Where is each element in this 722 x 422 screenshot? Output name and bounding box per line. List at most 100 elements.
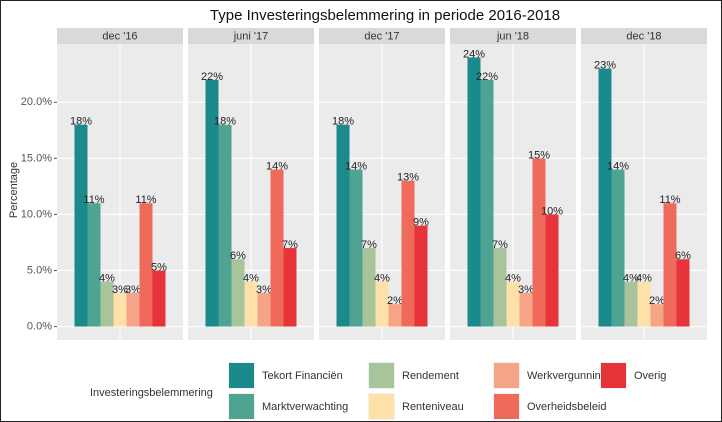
value-label: 7% <box>282 239 298 251</box>
bar <box>152 270 166 327</box>
legend-key <box>369 394 394 419</box>
value-label: 3% <box>112 284 128 296</box>
bar <box>139 203 153 327</box>
facet-label: jun '18 <box>496 30 529 42</box>
value-label: 18% <box>214 116 236 128</box>
bar <box>545 214 559 327</box>
bar <box>519 292 533 327</box>
bar <box>126 292 140 327</box>
legend-label: Overig <box>634 370 666 382</box>
strip <box>188 28 314 44</box>
bar <box>637 281 651 327</box>
bar <box>624 281 638 327</box>
bar <box>532 158 546 327</box>
value-label: 3% <box>125 284 141 296</box>
bar <box>663 203 677 327</box>
bar <box>598 68 612 327</box>
value-label: 11% <box>659 194 680 206</box>
legend-key <box>369 363 394 388</box>
y-tick-label: 0.0% <box>27 320 52 332</box>
bar <box>375 281 389 327</box>
bar <box>349 169 363 327</box>
legend-label: Overheidsbeleid <box>527 401 607 413</box>
value-label: 22% <box>476 71 498 83</box>
legend-label: Werkvergunning <box>527 370 607 382</box>
value-label: 24% <box>463 48 485 60</box>
legend-label: Renteniveau <box>402 401 464 413</box>
strip <box>450 28 576 44</box>
value-label: 2% <box>649 295 665 307</box>
bar <box>283 248 297 327</box>
bar <box>506 281 520 327</box>
y-tick-label: 20.0% <box>21 96 52 108</box>
bar <box>362 248 376 327</box>
value-label: 6% <box>675 250 691 262</box>
legend-key <box>229 394 254 419</box>
bar <box>231 259 245 327</box>
value-label: 14% <box>345 160 367 172</box>
strip <box>57 28 183 44</box>
facet-label: dec '16 <box>102 30 137 42</box>
value-label: 11% <box>83 194 104 206</box>
bar <box>87 203 101 327</box>
value-label: 7% <box>361 239 377 251</box>
facet-label: dec '17 <box>364 30 399 42</box>
y-axis-label: Percentage <box>8 162 20 218</box>
value-label: 4% <box>99 273 115 285</box>
value-label: 4% <box>636 273 652 285</box>
value-label: 3% <box>256 284 272 296</box>
value-label: 4% <box>505 273 521 285</box>
value-label: 22% <box>201 71 223 83</box>
y-tick-label: 15.0% <box>21 152 52 164</box>
bar <box>257 292 271 327</box>
bar <box>113 292 127 327</box>
value-label: 14% <box>266 160 288 172</box>
bar <box>100 281 114 327</box>
bar <box>244 281 258 327</box>
strip <box>319 28 445 44</box>
bar <box>74 124 88 327</box>
value-label: 4% <box>243 273 259 285</box>
facet-label: juni '17 <box>233 30 269 42</box>
strip <box>581 28 707 44</box>
y-tick-label: 10.0% <box>21 208 52 220</box>
value-label: 9% <box>413 217 429 229</box>
chart-title: Type Investeringsbelemmering in periode … <box>210 7 560 24</box>
bar <box>401 180 415 327</box>
bar <box>270 169 284 327</box>
value-label: 6% <box>230 250 246 262</box>
value-label: 18% <box>70 116 92 128</box>
value-label: 7% <box>492 239 508 251</box>
y-tick-label: 5.0% <box>27 264 52 276</box>
legend-label: Marktverwachting <box>262 401 348 413</box>
bar <box>205 79 219 327</box>
bar <box>480 79 494 327</box>
legend-title: Investeringsbelemmering <box>90 387 213 399</box>
legend-key <box>601 363 626 388</box>
value-label: 18% <box>332 116 354 128</box>
legend-key <box>229 363 254 388</box>
bar <box>218 124 232 327</box>
legend-label: Tekort Financiën <box>262 370 343 382</box>
bar <box>414 225 428 327</box>
value-label: 23% <box>594 60 616 72</box>
value-label: 15% <box>528 149 550 161</box>
legend-label: Rendement <box>402 370 459 382</box>
value-label: 4% <box>623 273 639 285</box>
value-label: 13% <box>397 172 419 184</box>
value-label: 3% <box>518 284 534 296</box>
bar <box>493 248 507 327</box>
legend-key <box>494 394 519 419</box>
bar <box>467 57 481 327</box>
bar <box>388 304 402 327</box>
bar <box>676 259 690 327</box>
value-label: 14% <box>607 160 629 172</box>
legend-key <box>494 363 519 388</box>
value-label: 4% <box>374 273 390 285</box>
bar <box>336 124 350 327</box>
value-label: 11% <box>135 194 156 206</box>
value-label: 10% <box>541 205 563 217</box>
value-label: 5% <box>151 261 167 273</box>
value-label: 2% <box>387 295 403 307</box>
